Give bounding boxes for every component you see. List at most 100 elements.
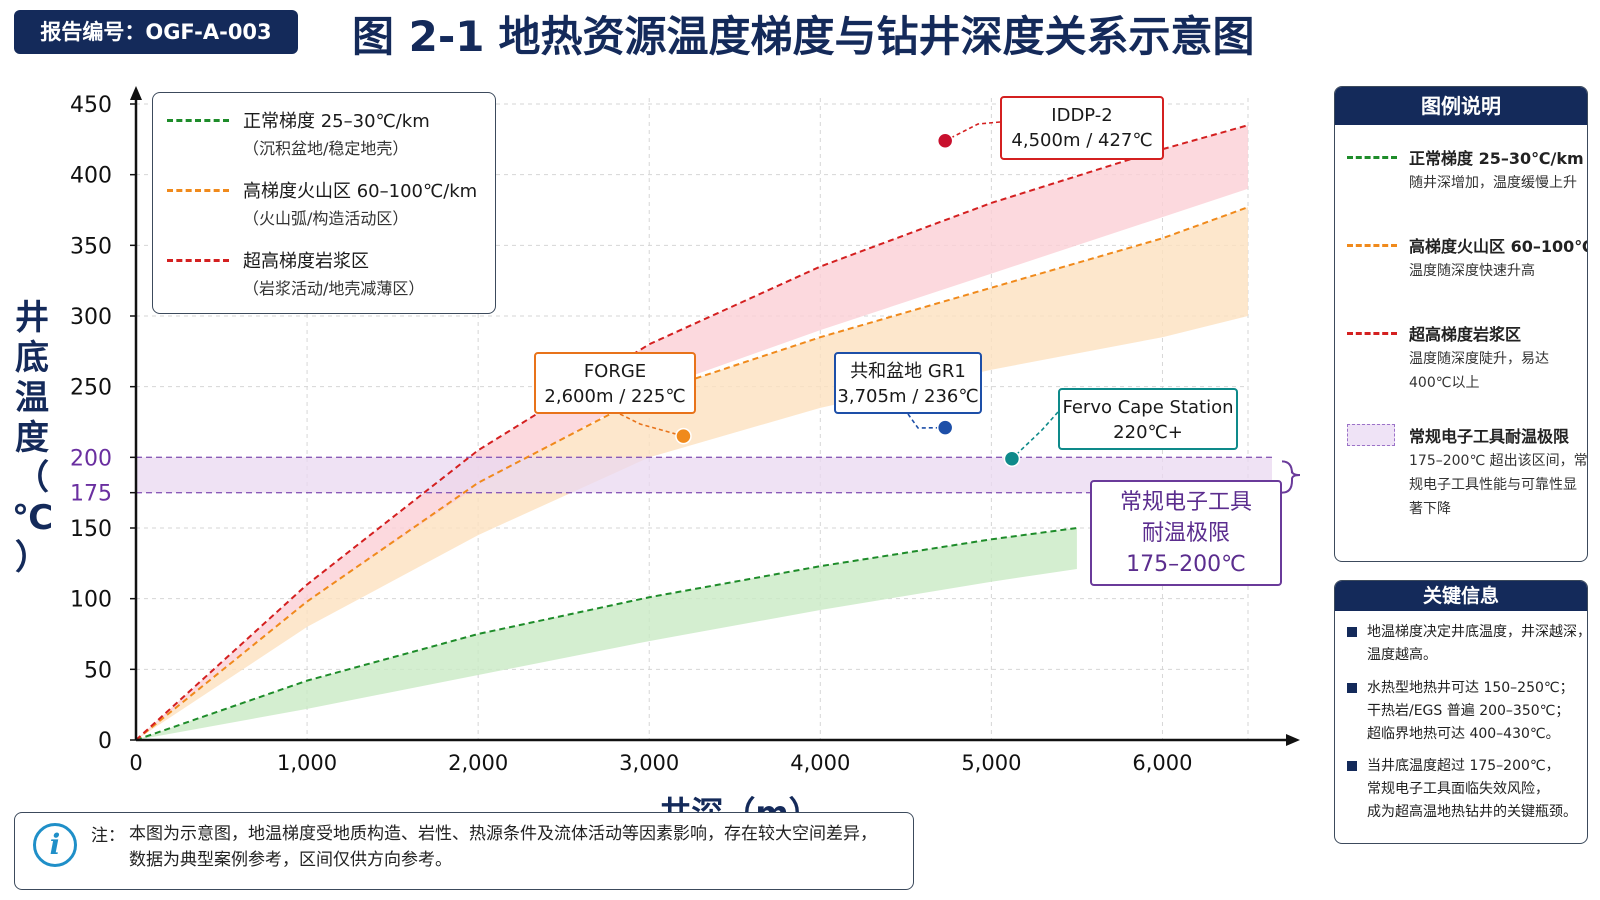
x-tick-label: 1,000 [277,751,337,775]
figure-title: 地热资源温度梯度与钻井深度关系示意图 [498,12,1255,61]
chart-series-lines [135,124,1249,741]
leader-fervo [1011,411,1059,460]
page-title: 图 2-1 地热资源温度梯度与钻井深度关系示意图 [352,4,1352,70]
y-tick-label: 300 [70,305,112,330]
panel-desc-limit: 175–200℃ 超出该区间，常规电子工具性能与可靠性显著下降 [1409,453,1588,517]
callout-fervo: Fervo Cape Station 220℃+ [1058,388,1238,450]
series-line [135,124,1249,741]
x-tick-label: 3,000 [619,751,679,775]
note-text: 本图为示意图，地温梯度受地质构造、岩性、热源条件及流体活动等因素影响，存在较大空… [129,821,909,873]
key-info-line: 成为超高温地热钻井的关键瓶颈。 [1367,804,1577,820]
x-tick-label: 0 [129,751,142,775]
legend-swatch-volcanic [167,189,229,192]
panel-name-magma: 超高梯度岩浆区 [1409,325,1522,344]
y-axis-title-char: ） [15,538,49,578]
key-info-line: 当井底温度超过 175–200℃， [1367,758,1560,774]
point-fervo [1003,450,1021,467]
callout-limit-line2: 耐温极限 [1141,521,1230,546]
callout-leaders [619,121,1059,460]
y-axis-title-char: 井 [15,298,49,338]
y-tick-label: 250 [70,376,112,401]
series-band [136,207,1248,740]
key-info-line: 干热岩/EGS 普遍 200–350℃； [1367,703,1570,719]
callout-iddp-name: IDDP-2 [1051,105,1113,126]
panel-name-limit: 常规电子工具耐温极限 [1409,427,1570,446]
y-axis-title-char: 度 [15,418,49,458]
y-tick-label: 150 [70,517,112,542]
y-tick-label: 0 [98,729,112,754]
note-line-1: 本图为示意图，地温梯度受地质构造、岩性、热源条件及流体活动等因素影响，存在较大空… [129,824,877,844]
panel-swatch-limit [1347,424,1395,446]
key-info-line: 水热型地热井可达 150–250℃； [1367,680,1574,696]
legend-name-volcanic: 高梯度火山区 60–100℃/km [243,181,478,202]
callout-fervo-name: Fervo Cape Station [1062,397,1234,418]
legend-explanation-panel: 图例说明 正常梯度 25–30℃/km 随井深增加，温度缓慢上升 高梯度火山区 … [1334,86,1588,562]
y-tick-label: 200 [70,446,112,471]
y-axis-title-char: ℃ [12,498,54,538]
chart-legend: 正常梯度 25–30℃/km （沉积盆地/稳定地壳） 高梯度火山区 60–100… [152,92,496,314]
x-tick-label: 5,000 [961,751,1021,775]
limit-band-layer [136,456,1301,494]
callout-forge-detail: 2,600m / 225℃ [544,386,686,407]
leader-forge [619,413,684,437]
leader-iddp [944,121,1001,142]
legend-sub-volcanic: （火山弧/构造活动区） [243,209,409,228]
chart-data-points [675,132,1021,467]
series-band [136,125,1248,740]
key-info-text-2: 水热型地热井可达 150–250℃； 干热岩/EGS 普遍 200–350℃； … [1367,677,1581,746]
series-line [135,527,1078,741]
figure-number: 图 2-1 [352,12,485,61]
panel-swatch-magma [1347,332,1397,335]
x-axis-arrow [1286,734,1300,746]
panel-desc-magma: 温度随深度陡升，易达 400℃以上 [1409,351,1549,391]
y-tick-label: 50 [84,658,112,683]
note-label: 注： [91,826,125,846]
y-tick-label: 175 [70,482,112,507]
x-tick-label: 4,000 [790,751,850,775]
key-info-line: 地温梯度决定井底温度，井深越深， [1367,624,1588,640]
panel-swatch-volcanic [1347,244,1397,247]
callout-forge: FORGE 2,600m / 225℃ [534,352,696,414]
panel-desc-volcanic: 温度随深度快速升高 [1409,263,1535,279]
callout-limit: 常规电子工具 耐温极限 175–200℃ [1090,480,1282,586]
y-tick-label: 350 [70,234,112,259]
y-axis-title-char: （ [15,458,49,498]
key-info-line: 超临界地热可达 400–430℃。 [1367,726,1560,742]
point-gonghe [936,419,954,436]
callout-forge-name: FORGE [583,361,647,382]
y-axis-title-char: 温 [15,378,49,418]
callout-fervo-detail: 220℃+ [1113,422,1183,443]
y-axis-arrow [130,86,142,100]
note-line-2: 数据为典型案例参考，区间仅供方向参考。 [129,850,452,870]
y-axis-title-char: 底 [15,338,49,378]
key-info-text-1: 地温梯度决定井底温度，井深越深， 温度越高。 [1367,621,1588,667]
chart-axes [130,86,1300,746]
legend-swatch-magma [167,259,229,262]
legend-panel-title: 图例说明 [1335,87,1587,125]
y-tick-label: 450 [70,93,112,118]
panel-swatch-normal [1347,156,1397,159]
callout-gonghe-name: 共和盆地 GR1 [850,361,966,382]
legend-name-normal: 正常梯度 25–30℃/km [243,111,430,132]
y-tick-label: 100 [70,588,112,613]
y-axis-title: 井底温度（℃） [12,298,54,578]
callout-limit-line1: 常规电子工具 [1119,490,1252,515]
legend-sub-magma: （岩浆活动/地壳减薄区） [243,279,425,298]
key-info-line: 温度越高。 [1367,647,1437,663]
series-line [135,206,1249,741]
key-info-panel: 关键信息 地温梯度决定井底温度，井深越深， 温度越高。 水热型地热井可达 150… [1334,580,1588,844]
legend-sub-normal: （沉积盆地/稳定地壳） [243,139,409,158]
callout-limit-line3: 175–200℃ [1126,552,1246,577]
bullet-icon [1347,683,1357,693]
series-band [136,528,1077,740]
key-info-line: 常规电子工具面临失效风险， [1367,781,1549,797]
point-iddp [936,132,954,149]
limit-band [136,457,1272,493]
x-tick-label: 2,000 [448,751,508,775]
chart-tick-labels: 0 1,000 2,000 3,000 4,000 5,000 6,000 0 50 100 150… [70,93,1193,775]
chart-bands [136,125,1248,740]
callout-gonghe-detail: 3,705m / 236℃ [837,386,979,407]
legend-swatch-normal [167,119,229,122]
bullet-icon [1347,627,1357,637]
